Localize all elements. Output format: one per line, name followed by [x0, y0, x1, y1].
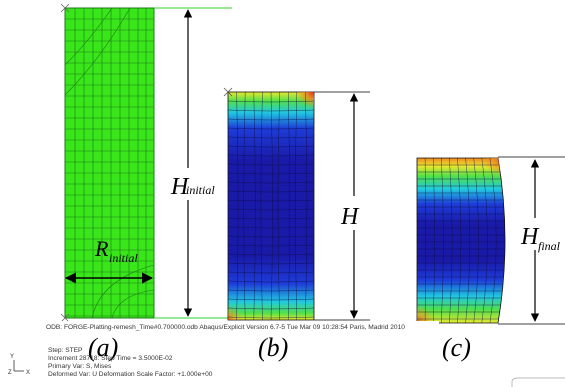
billet-initial [60, 3, 155, 323]
mesh-line [227, 163, 315, 166]
r-initial-label: R [94, 236, 109, 261]
odb-line-bg [44, 321, 439, 331]
mesh-line [277, 91, 280, 321]
odb-info: ODB: FORGE-Platting-remesh_Time#0.700000… [46, 324, 405, 331]
stress-hotspot [228, 306, 242, 320]
mesh-line [253, 91, 256, 321]
h-final-subscript: final [538, 239, 561, 253]
mesh-line [243, 91, 246, 321]
mesh-line [227, 136, 315, 139]
mesh-line [227, 172, 315, 175]
h-initial-label: H [170, 174, 190, 200]
panel-label-c: (c) [442, 333, 471, 362]
h-label-bg [336, 196, 370, 230]
mesh-line [227, 190, 315, 193]
billet-final [416, 157, 506, 324]
axis-triad: Y Z X [8, 354, 30, 376]
h-initial-label-bg [168, 168, 230, 200]
billet-intermediate [223, 87, 315, 321]
mesh-line [227, 316, 315, 319]
mesh-line [489, 158, 497, 323]
mesh-line [227, 226, 315, 229]
step-info: Step: STEP [48, 347, 83, 354]
mesh-line [473, 158, 479, 323]
mesh-line [432, 158, 435, 323]
mesh-line [227, 109, 315, 112]
primary-var-info: Primary Var: S, Mises [48, 363, 112, 370]
mesh-line [227, 181, 315, 184]
h-final-label-bg [518, 218, 564, 250]
mesh-line [236, 91, 239, 321]
axis-y-label: Y [10, 354, 14, 360]
billet-intermediate-body [227, 91, 315, 321]
abaqus-info-block: Step: STEP Increment 28718: Step Time = … [48, 347, 213, 378]
mesh-line [227, 289, 315, 292]
mesh-line [227, 307, 315, 310]
mesh-line [227, 118, 315, 121]
mesh-curve [64, 7, 113, 66]
mesh-line [457, 158, 462, 323]
stress-hotspot [482, 158, 505, 176]
mesh-line [449, 158, 453, 323]
h-label: H [340, 204, 360, 230]
panel-label-a: (a) [88, 333, 118, 362]
mesh-line [465, 158, 471, 323]
mesh-curve [64, 7, 131, 96]
billet-initial-mesh [65, 8, 154, 318]
corner-mark [60, 313, 70, 323]
billet-final-mesh [417, 158, 505, 323]
mesh-line [260, 91, 263, 321]
panel-label-b: (b) [258, 333, 288, 362]
mesh-line [227, 271, 315, 274]
r-initial-subscript: initial [109, 251, 138, 265]
mesh-curve [111, 289, 155, 319]
mesh-line [305, 91, 308, 321]
mesh-line [227, 217, 315, 220]
increment-info: Increment 28718: Step Time = 3.5000E-02 [48, 355, 173, 362]
mesh-line [227, 145, 315, 148]
mesh-line [227, 127, 315, 130]
mesh-line [227, 208, 315, 211]
mesh-line [227, 253, 315, 256]
axis-x-label: X [26, 370, 30, 376]
mesh-line [227, 280, 315, 283]
frame-corner [511, 377, 565, 387]
mesh-line [227, 298, 315, 301]
mesh-line [287, 91, 290, 321]
mesh-line [227, 244, 315, 247]
mesh-line [227, 154, 315, 157]
stress-hotspot [417, 305, 435, 323]
mesh-line [227, 235, 315, 238]
mesh-line [227, 100, 315, 103]
mesh-line [441, 158, 444, 323]
mesh-line [270, 91, 273, 321]
h-final-label: H [520, 224, 540, 250]
stress-hotspot [296, 92, 314, 108]
corner-mark [60, 3, 70, 13]
mesh-line [227, 262, 315, 265]
h-initial-subscript: initial [186, 183, 215, 197]
corner-mark [223, 87, 233, 97]
billet-intermediate-mesh [227, 91, 315, 321]
axis-z-label: Z [8, 370, 12, 376]
billet-initial-body [64, 7, 155, 319]
mesh-line [481, 158, 488, 323]
mesh-line [295, 91, 298, 321]
mesh-line [227, 199, 315, 202]
deformed-var-info: Deformed Var: U Deformation Scale Factor… [48, 371, 213, 378]
mesh-line [424, 158, 427, 323]
mesh-curve [91, 264, 155, 319]
